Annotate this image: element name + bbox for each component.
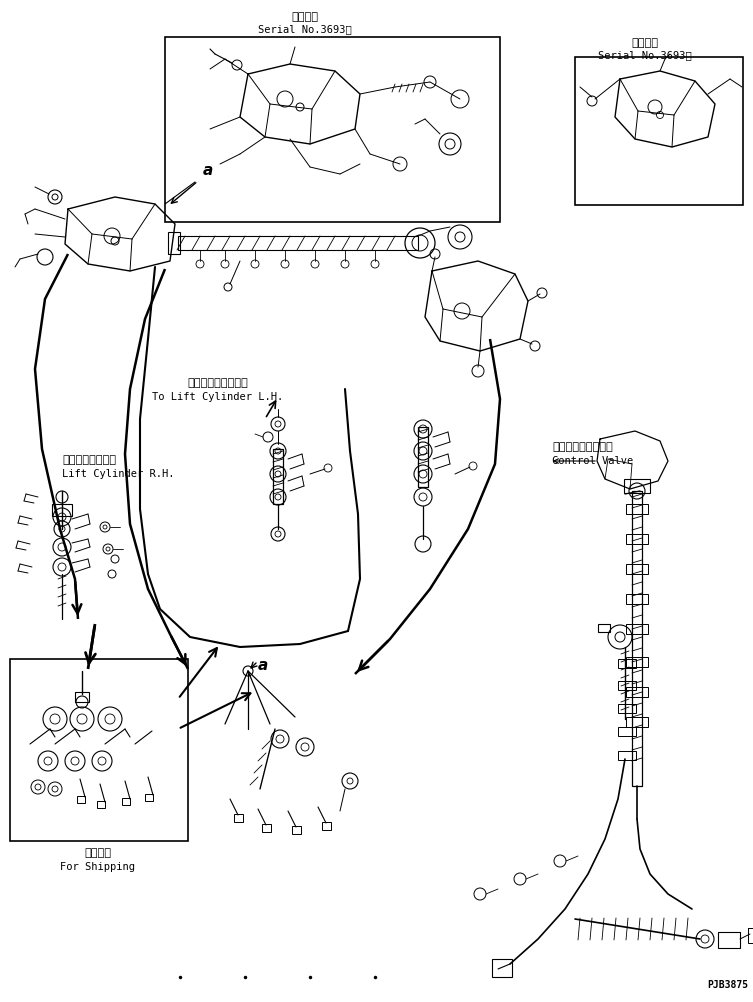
- Bar: [626, 534, 648, 544]
- Text: To Lift Cylinder L.H.: To Lift Cylinder L.H.: [152, 392, 284, 402]
- Text: Serial No.3693～: Serial No.3693～: [598, 50, 692, 60]
- Text: For Shipping: For Shipping: [60, 861, 136, 871]
- Text: コントロールバルブ: コントロールバルブ: [552, 442, 613, 452]
- Bar: [618, 681, 636, 690]
- Text: リフトシリンダ左へ: リフトシリンダ左へ: [187, 378, 248, 388]
- Bar: [165, 38, 500, 222]
- Bar: [626, 624, 648, 634]
- Text: a: a: [203, 163, 213, 177]
- Bar: [178, 236, 418, 250]
- Bar: [626, 717, 648, 727]
- Bar: [145, 795, 153, 802]
- Bar: [418, 428, 428, 488]
- Bar: [575, 58, 743, 205]
- Bar: [718, 932, 740, 948]
- Bar: [492, 959, 512, 977]
- Bar: [632, 492, 642, 787]
- Bar: [618, 659, 636, 668]
- Bar: [273, 450, 283, 504]
- Text: PJB3875: PJB3875: [707, 979, 748, 989]
- Text: Control Valve: Control Valve: [552, 456, 633, 466]
- Bar: [292, 827, 301, 835]
- Bar: [626, 504, 648, 514]
- Text: a: a: [258, 657, 268, 672]
- Text: 適用号機: 適用号機: [291, 12, 319, 22]
- Bar: [598, 624, 610, 632]
- Bar: [626, 657, 648, 667]
- Text: Lift Cylinder R.H.: Lift Cylinder R.H.: [62, 469, 175, 479]
- Bar: [234, 815, 243, 823]
- Bar: [322, 823, 331, 831]
- Text: Serial No.3693～: Serial No.3693～: [258, 24, 352, 34]
- Text: リフトシリンダ右: リフトシリンダ右: [62, 455, 116, 465]
- Bar: [75, 692, 89, 702]
- Bar: [77, 797, 85, 804]
- Text: 適用号機: 適用号機: [632, 38, 659, 48]
- Bar: [626, 687, 648, 697]
- Bar: [618, 752, 636, 761]
- Bar: [10, 659, 188, 841]
- Bar: [626, 594, 648, 604]
- Bar: [262, 825, 271, 833]
- Bar: [618, 704, 636, 713]
- Bar: [624, 480, 650, 494]
- Bar: [52, 504, 72, 516]
- Bar: [122, 799, 130, 806]
- Text: 連携部品: 連携部品: [84, 847, 111, 857]
- Bar: [618, 727, 636, 736]
- Bar: [97, 802, 105, 809]
- Bar: [748, 928, 753, 943]
- Bar: [168, 232, 180, 255]
- Bar: [626, 564, 648, 574]
